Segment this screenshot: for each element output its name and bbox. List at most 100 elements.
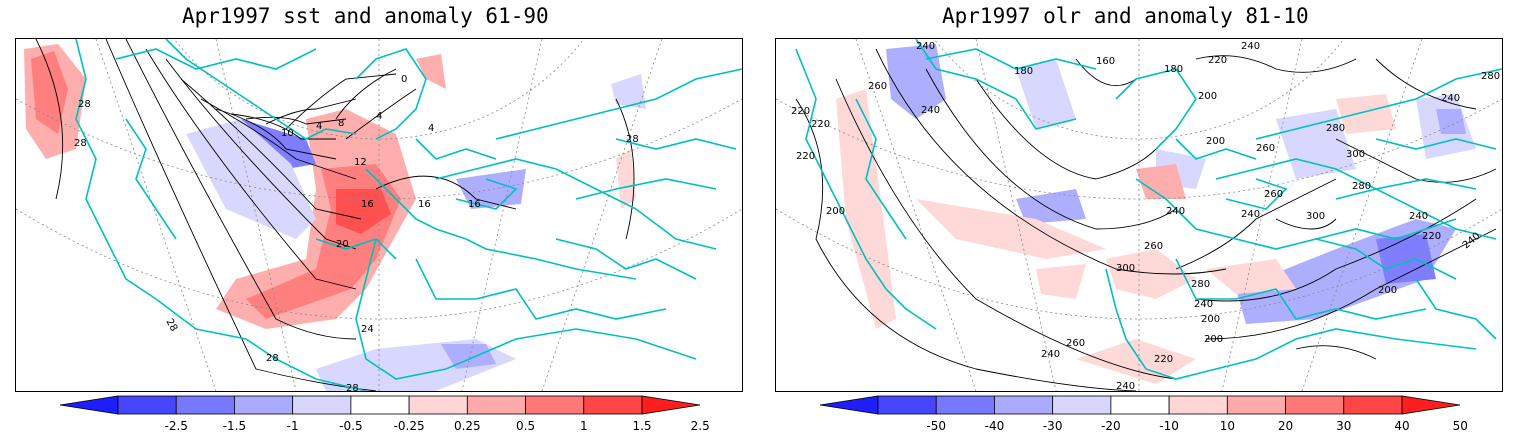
colorbar-tick-label: 20 [1277, 419, 1294, 433]
anomaly-shading [24, 44, 646, 391]
anomaly-negative [241, 119, 316, 169]
contour-label: 260 [1264, 189, 1283, 200]
coastlines [75, 39, 742, 391]
anomaly-negative [1016, 59, 1076, 129]
anomaly-positive [916, 199, 1106, 259]
contour-label: 200 [1204, 334, 1223, 345]
colorbar-tick-label: -10 [1159, 419, 1179, 433]
contour-label: 16 [468, 199, 481, 210]
contour-label: 28 [626, 134, 639, 145]
colorbar-arrow-high [641, 395, 701, 415]
sst-map: 28 28 28 0 4 4 8 10 12 16 16 16 20 24 28… [16, 39, 742, 391]
contour-label: 20 [336, 239, 349, 250]
contour-label: 200 [1378, 285, 1397, 296]
colorbar-segment [466, 395, 526, 415]
colorbar-tick-label: -0.5 [339, 419, 363, 433]
colorbar-arrow-high [1401, 395, 1461, 415]
contour-label: 280 [1481, 71, 1500, 82]
contour-label: 200 [1201, 314, 1220, 325]
colorbar-tick-label: 50 [1452, 419, 1468, 433]
left-colorbar: -2.5 -1.5 -1 -0.5 -0.25 0.25 0.5 1 1.5 2.5 [59, 395, 710, 433]
colorbar-tick-label: 10 [1219, 419, 1235, 433]
colorbar-segment [117, 395, 177, 415]
colorbar-segment [525, 395, 585, 415]
contour-label: 300 [1346, 149, 1365, 160]
anomaly-positive [1206, 259, 1296, 294]
anomaly-positive [416, 54, 446, 89]
colorbar-tick-label: 1 [579, 419, 588, 433]
contour-label: 240 [1241, 209, 1260, 220]
right-colorbar: -50 -40 -30 -20 -10 10 20 30 40 50 [819, 395, 1468, 433]
anomaly-positive [616, 149, 636, 209]
contour-label: 240 [1241, 41, 1260, 52]
contour-label: 16 [418, 199, 431, 210]
contour-label: 28 [74, 138, 87, 149]
colorbar-segment [935, 395, 995, 415]
contour-label: 280 [1326, 123, 1345, 134]
contour-label: 8 [338, 118, 344, 129]
right-colorbar-graphic [819, 395, 1461, 415]
contour-label: 28 [266, 353, 279, 364]
contour-labels: 28 28 28 0 4 4 8 10 12 16 16 16 20 24 28… [74, 74, 639, 391]
contour-label: 240 [1041, 349, 1060, 360]
anomaly-positive [1076, 339, 1196, 384]
contour-label: 220 [1208, 55, 1227, 66]
contour-label: 280 [1352, 181, 1371, 192]
contour-label: 240 [1194, 299, 1213, 310]
contour-label: 28 [78, 99, 91, 110]
anomaly-positive [336, 189, 391, 234]
contour-label: 4 [428, 123, 434, 134]
contour-label: 300 [1116, 263, 1135, 274]
anomaly-positive [836, 89, 896, 329]
contour-label: 240 [916, 41, 935, 52]
contour-label: 260 [1256, 143, 1275, 154]
colorbar-tick-label: 40 [1394, 419, 1410, 433]
colorbar-segment [877, 395, 937, 415]
anomaly-negative [1276, 109, 1356, 179]
coastlines [795, 39, 1502, 380]
left-map-panel: 28 28 28 0 4 4 8 10 12 16 16 16 20 24 28… [15, 38, 743, 392]
colorbar-arrow-low [819, 395, 879, 415]
colorbar-segment [1168, 395, 1228, 415]
colorbar-tick-label: -40 [984, 419, 1005, 433]
contour-label: 280 [1191, 279, 1210, 290]
contour-label: 220 [1154, 354, 1173, 365]
contour-label: 260 [1066, 338, 1085, 349]
contour-label: 240 [1441, 93, 1460, 104]
contour-label: 180 [1164, 64, 1183, 75]
left-map-title: Apr1997 sst and anomaly 61-90 [182, 4, 549, 28]
contour-label: 220 [791, 106, 810, 117]
contour-label: 240 [1116, 381, 1135, 391]
contour-label: 260 [868, 81, 887, 92]
colorbar-segment [234, 395, 294, 415]
colorbar-tick-label: -50 [926, 419, 947, 433]
anomaly-positive [1036, 264, 1086, 299]
contour-label: 28 [163, 317, 179, 334]
colorbar-tick-label: -1 [286, 419, 299, 433]
colorbar-segment [175, 395, 235, 415]
colorbar-segment [1343, 395, 1403, 415]
contour-label: 24 [361, 324, 374, 335]
contour-label: 4 [316, 121, 322, 132]
colorbar-segment [583, 395, 643, 415]
sst-contours [35, 39, 635, 391]
colorbar-tick-label: -30 [1042, 419, 1063, 433]
colorbar-tick-label: -2.5 [164, 419, 188, 433]
colorbar-segment [1285, 395, 1345, 415]
colorbar-tick-label: 0.25 [453, 419, 481, 433]
colorbar-tick-label: -0.25 [393, 419, 425, 433]
contour-label: 240 [1166, 206, 1185, 217]
contour-label: 240 [1409, 211, 1428, 222]
colorbar-segment [1110, 395, 1170, 415]
contour-label: 0 [401, 74, 407, 85]
contour-label: 160 [1096, 56, 1115, 67]
left-colorbar-graphic [59, 395, 701, 415]
right-map-title: Apr1997 olr and anomaly 81-10 [942, 4, 1309, 28]
anomaly-negative [1016, 189, 1086, 224]
anomaly-negative [611, 74, 646, 109]
anomaly-positive [1106, 249, 1196, 299]
contour-label: 260 [1144, 241, 1163, 252]
contour-label: 10 [281, 128, 294, 139]
colorbar-segment [350, 395, 410, 415]
contour-label: 220 [796, 151, 815, 162]
